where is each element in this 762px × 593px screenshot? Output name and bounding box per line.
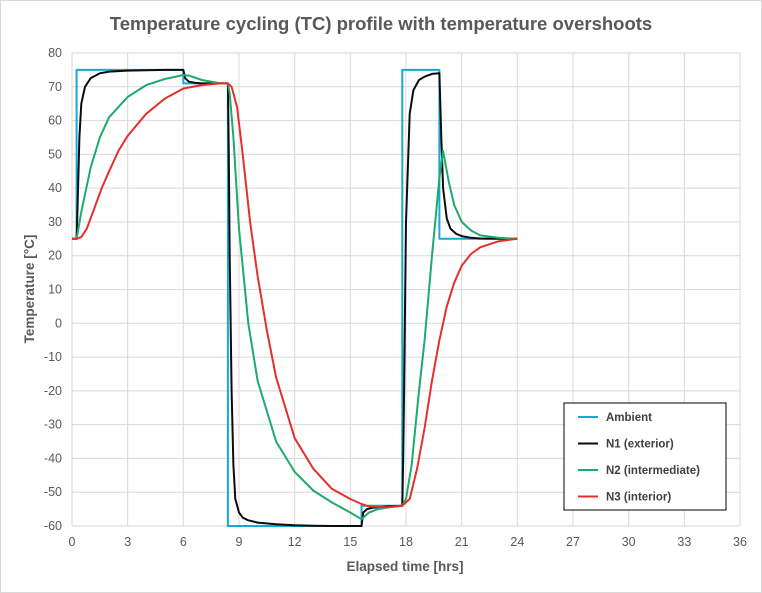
x-tick-label: 27 xyxy=(566,535,580,549)
y-tick-label: -40 xyxy=(44,451,62,465)
x-tick-label: 24 xyxy=(510,535,524,549)
x-tick-label: 3 xyxy=(124,535,131,549)
x-tick-label: 18 xyxy=(399,535,413,549)
x-axis-title: Elapsed time [hrs] xyxy=(346,559,463,574)
x-tick-label: 33 xyxy=(677,535,691,549)
x-tick-label: 21 xyxy=(455,535,469,549)
y-tick-label: -60 xyxy=(44,519,62,533)
legend-label: Ambient xyxy=(606,412,652,424)
y-axis-title: Temperature [°C] xyxy=(22,235,37,344)
y-tick-label: 10 xyxy=(48,283,62,297)
legend-box xyxy=(563,402,727,511)
x-tick-label: 30 xyxy=(622,535,636,549)
y-tick-label: 50 xyxy=(48,147,62,161)
x-tick-label: 6 xyxy=(180,535,187,549)
x-tick-label: 15 xyxy=(343,535,357,549)
y-tick-label: 0 xyxy=(55,316,62,330)
x-tick-label: 36 xyxy=(733,535,747,549)
y-tick-label: -50 xyxy=(44,485,62,499)
x-tick-label: 12 xyxy=(288,535,302,549)
y-tick-label: -20 xyxy=(44,384,62,398)
series-layer xyxy=(72,68,518,527)
y-tick-label: 70 xyxy=(48,80,62,94)
legend-label: N1 (exterior) xyxy=(606,439,674,451)
legend: Ambient N1 (exterior) N2 (intermediate) N3 … xyxy=(563,402,727,511)
legend-label: N3 (interior) xyxy=(606,492,671,504)
series-line-2 xyxy=(72,68,518,527)
legend-label: N2 (intermediate) xyxy=(606,465,700,477)
series-line-4 xyxy=(72,82,518,509)
y-tick-label: -10 xyxy=(44,350,62,364)
y-tick-label: 30 xyxy=(48,215,62,229)
x-tick-label: 9 xyxy=(236,535,243,549)
y-tick-label: 80 xyxy=(48,46,62,60)
y-tick-label: -30 xyxy=(44,418,62,432)
y-tick-label: 60 xyxy=(48,114,62,128)
series-line-3 xyxy=(72,74,518,521)
chart-title: Temperature cycling (TC) profile with te… xyxy=(110,13,652,34)
y-tick-label: 40 xyxy=(48,181,62,195)
y-tick-label: 20 xyxy=(48,249,62,263)
x-tick-label: 0 xyxy=(69,535,76,549)
